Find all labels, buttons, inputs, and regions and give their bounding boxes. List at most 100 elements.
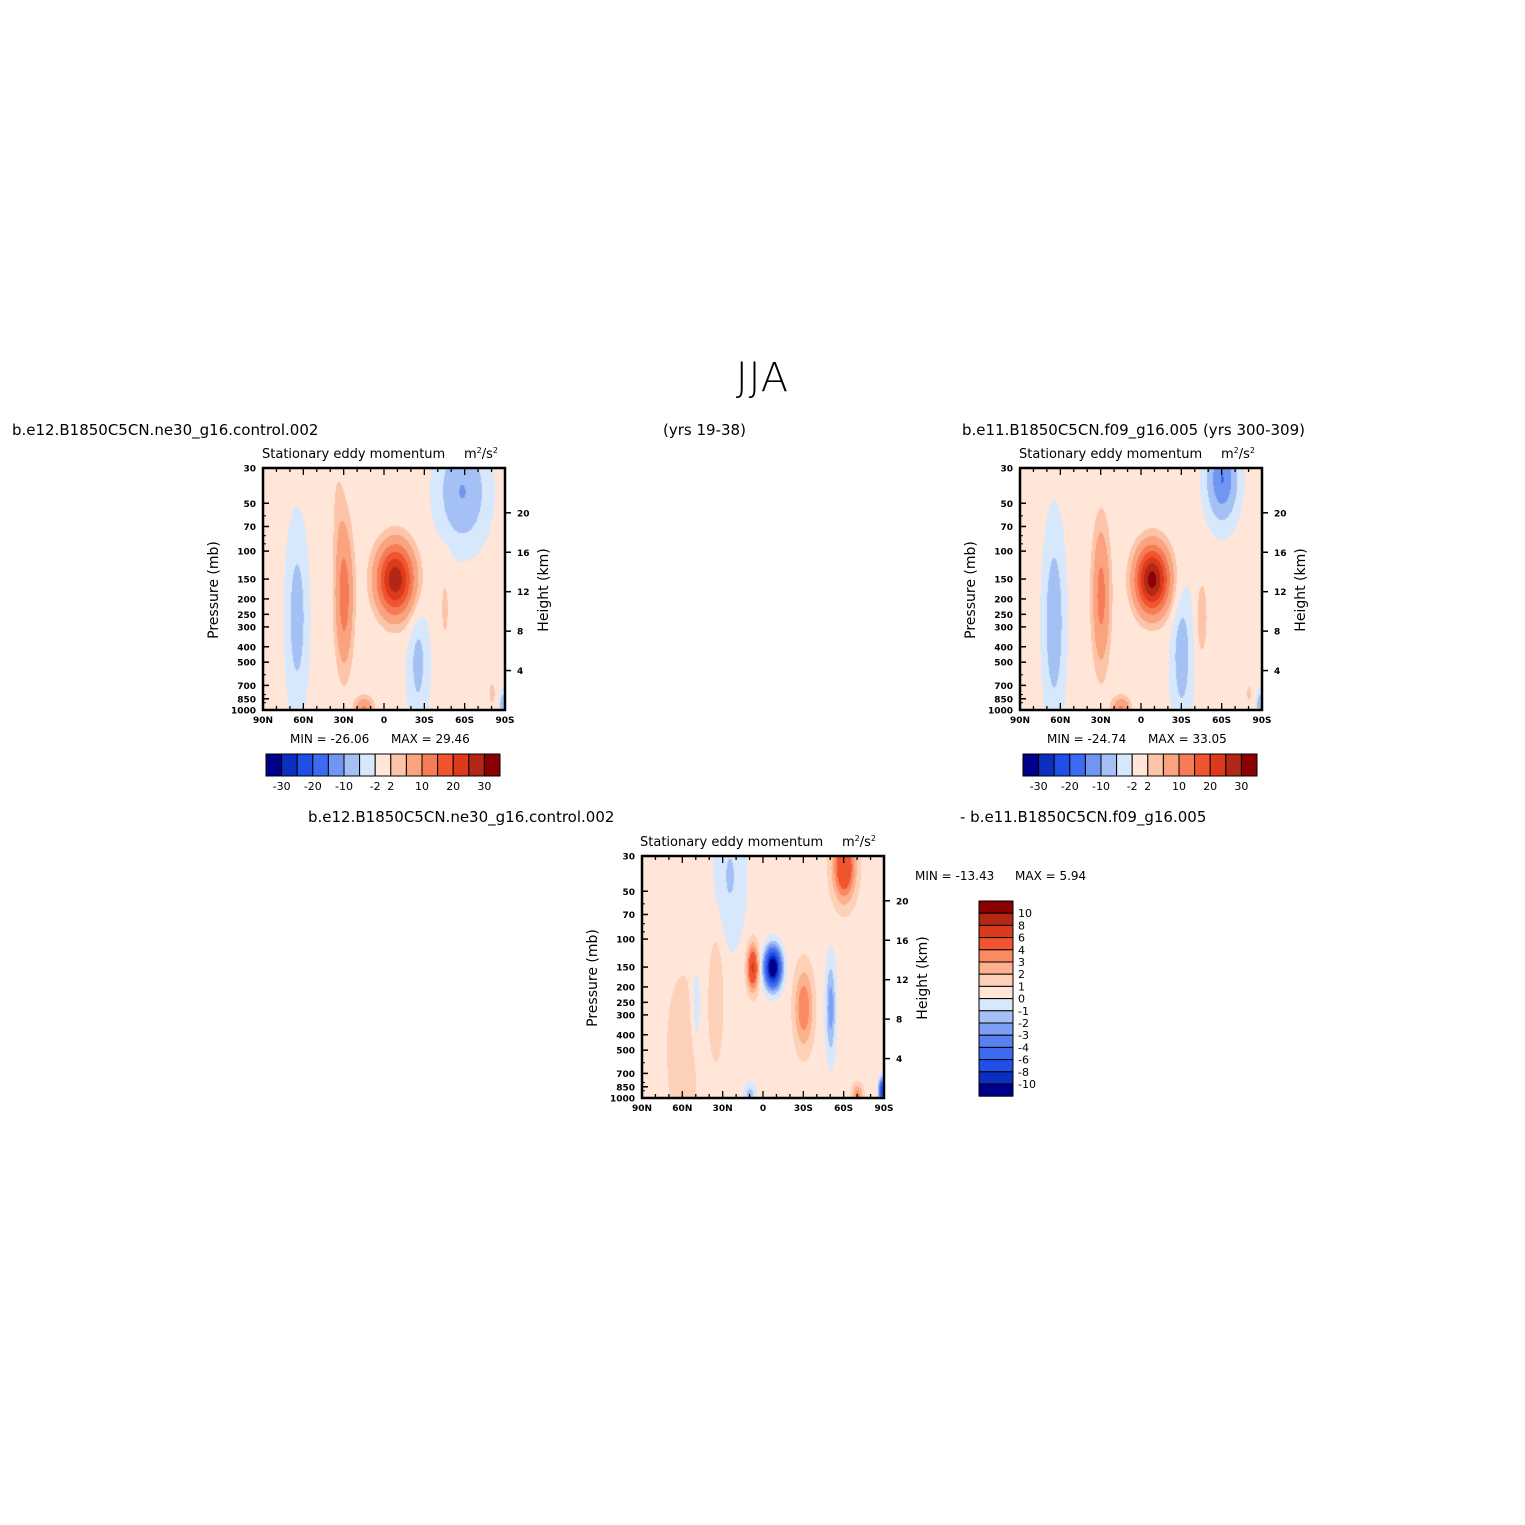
y-tick-label: 100 [616,936,635,946]
colorbar-swatch [1053,753,1071,777]
colorbar-swatch [452,753,470,777]
colorbar-swatch [437,753,454,777]
colorbar-label: 30 [1234,780,1248,793]
x-tick-label: 30S [415,716,434,726]
height-tick-label: 20 [896,897,909,907]
y-axis-right-label: Height (km) [536,548,552,631]
x-tick-label: 90N [253,716,273,726]
colorbar-swatch [359,753,376,777]
colorbar-swatch [978,985,1014,1000]
colorbar-label: -30 [1030,780,1048,793]
colorbar-label: -20 [1061,780,1079,793]
y-tick-label: 200 [616,983,635,993]
y-tick-label: 70 [622,911,635,921]
colorbar-swatch [978,1034,1014,1048]
y-tick-label: 300 [994,623,1013,633]
colorbar-swatch [978,1083,1014,1097]
y-axis-right-label: Height (km) [1293,548,1309,631]
colorbar-swatch [1116,753,1133,777]
colorbar-label: 0 [1018,993,1025,1006]
colorbar-swatch [405,753,423,777]
x-tick-label: 90S [1252,716,1271,726]
x-tick-label: 30N [334,716,354,726]
y-tick-label: 400 [237,643,256,653]
header-right-case: b.e11.B1850C5CN.f09_g16.005 (yrs 300-309… [962,421,1305,439]
panel-difference: Stationary eddy momentum m2/s2 305070100… [585,834,1086,1114]
y-tick-label: 1000 [231,707,256,717]
colorbar-swatch [978,949,1014,963]
colorbar-swatch [483,753,501,777]
y-tick-label: 500 [616,1047,635,1057]
y-tick-label: 150 [616,964,635,974]
x-tick-label: 60S [1212,716,1231,726]
colorbar-label: 1 [1018,980,1025,993]
colorbar-label: 8 [1018,919,1025,932]
y-tick-label: 500 [237,659,256,669]
y-tick-label: 1000 [988,707,1013,717]
height-tick-label: 8 [517,628,523,638]
x-tick-label: 60S [834,1104,853,1114]
x-tick-label: 30S [794,1104,813,1114]
colorbar-label: -2 [370,780,381,793]
header-left-case: b.e12.B1850C5CN.ne30_g16.control.002 [12,421,319,439]
y-tick-label: 300 [237,623,256,633]
y-tick-label: 250 [237,611,256,621]
colorbar-swatch [1194,753,1211,777]
x-tick-label: 0 [1138,716,1144,726]
diff-right-case: - b.e11.B1850C5CN.f09_g16.005 [960,808,1207,826]
y-tick-label: 30 [622,853,635,863]
colorbar-swatch [978,998,1014,1012]
colorbar-swatch [390,753,407,777]
y-axis-label: Pressure (mb) [585,929,601,1027]
x-tick-label: 30N [1091,716,1111,726]
x-tick-label: 30N [713,1104,733,1114]
colorbar-swatch [296,753,314,777]
height-tick-label: 12 [517,588,530,598]
colorbar-label: 10 [415,780,429,793]
colorbar-label: 20 [1203,780,1217,793]
contour-field [263,468,505,710]
height-tick-label: 8 [1274,628,1280,638]
units-label: m2/s2 [1221,446,1255,462]
colorbar-swatch [978,1022,1014,1036]
x-tick-label: 0 [760,1104,766,1114]
colorbar-swatch [1209,753,1227,777]
colorbar-swatch [1178,753,1196,777]
x-tick-label: 90N [632,1104,652,1114]
colorbar-swatch [1240,753,1258,777]
x-tick-label: 60S [455,716,474,726]
panel-right: Stationary eddy momentum m2/s2 305070100… [963,446,1309,793]
plot-title: Stationary eddy momentum [1019,447,1202,462]
max-label: MAX = 33.05 [1148,732,1227,746]
colorbar-label: -10 [1018,1078,1036,1091]
colorbar-label: -2 [1018,1017,1029,1030]
colorbar-swatch [468,753,485,777]
y-tick-label: 250 [616,999,635,1009]
y-tick-label: 50 [243,500,256,510]
height-tick-label: 20 [1274,509,1287,519]
colorbar-swatch [1131,753,1149,777]
colorbar-swatch [978,1046,1014,1061]
y-tick-label: 100 [237,548,256,558]
contour-field [642,856,884,1098]
colorbar-swatch [374,753,392,777]
colorbar-label: -3 [1018,1029,1029,1042]
x-tick-label: 90N [1010,716,1030,726]
colorbar-swatch [978,900,1014,914]
min-label: MIN = -24.74 [1047,732,1126,746]
height-tick-label: 12 [896,976,909,986]
colorbar-swatch [281,753,298,777]
colorbar-swatch [421,753,439,777]
y-axis-label: Pressure (mb) [963,541,979,639]
colorbar-swatch [978,912,1014,926]
colorbar-swatch [1225,753,1242,777]
colorbar-swatch [265,753,283,777]
colorbar-swatch [327,753,345,777]
height-tick-label: 4 [896,1055,902,1065]
colorbar-swatch [978,937,1014,951]
y-tick-label: 850 [237,695,256,705]
y-tick-label: 50 [622,888,635,898]
colorbar-label: -1 [1018,1005,1029,1018]
x-tick-label: 90S [874,1104,893,1114]
